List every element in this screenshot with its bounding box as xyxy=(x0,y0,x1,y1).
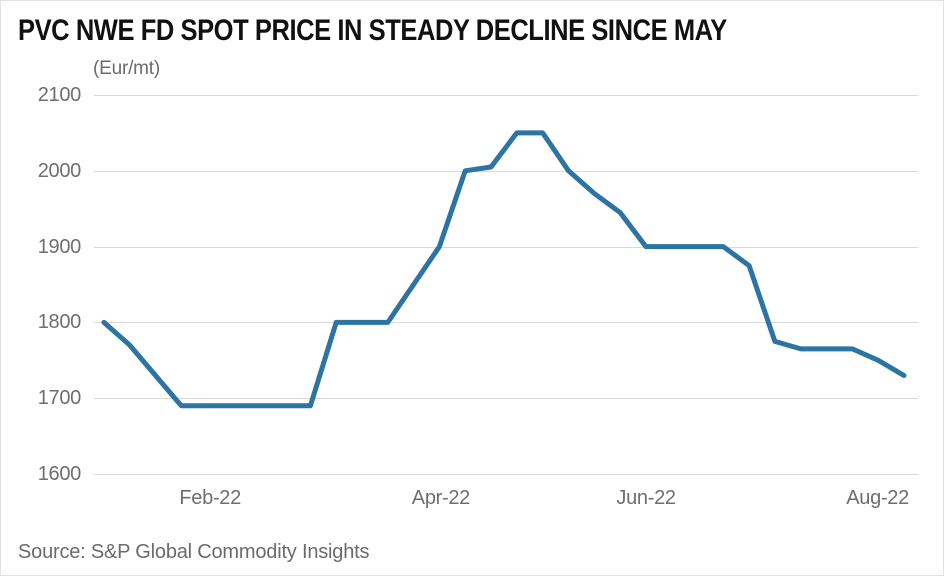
gridline xyxy=(94,322,918,324)
gridline xyxy=(94,474,918,475)
source-label: Source: S&P Global Commodity Insights xyxy=(18,541,370,563)
y-axis-tick-label: 2100 xyxy=(37,84,82,106)
gridline xyxy=(94,95,918,96)
gridline xyxy=(94,246,918,248)
y-axis-tick-label: 1600 xyxy=(37,463,82,485)
gridline xyxy=(94,398,918,400)
y-axis-tick-label: 1800 xyxy=(37,311,82,334)
x-axis-tick-label: Jun-22 xyxy=(616,487,676,509)
x-axis-tick-label: Feb-22 xyxy=(179,487,241,509)
x-axis-tick-label: Apr-22 xyxy=(411,487,471,509)
y-axis-unit-label: (Eur/mt) xyxy=(93,58,161,79)
price-line xyxy=(101,130,907,409)
gridline xyxy=(94,170,918,172)
chart-title: PVC NWE FD SPOT PRICE IN STEADY DECLINE … xyxy=(18,14,727,47)
y-axis-tick-label: 1700 xyxy=(37,387,82,410)
x-axis-tick-label: Aug-22 xyxy=(846,487,909,509)
y-axis-tick-label: 1900 xyxy=(37,235,82,258)
y-axis-tick-label: 2000 xyxy=(37,159,82,182)
